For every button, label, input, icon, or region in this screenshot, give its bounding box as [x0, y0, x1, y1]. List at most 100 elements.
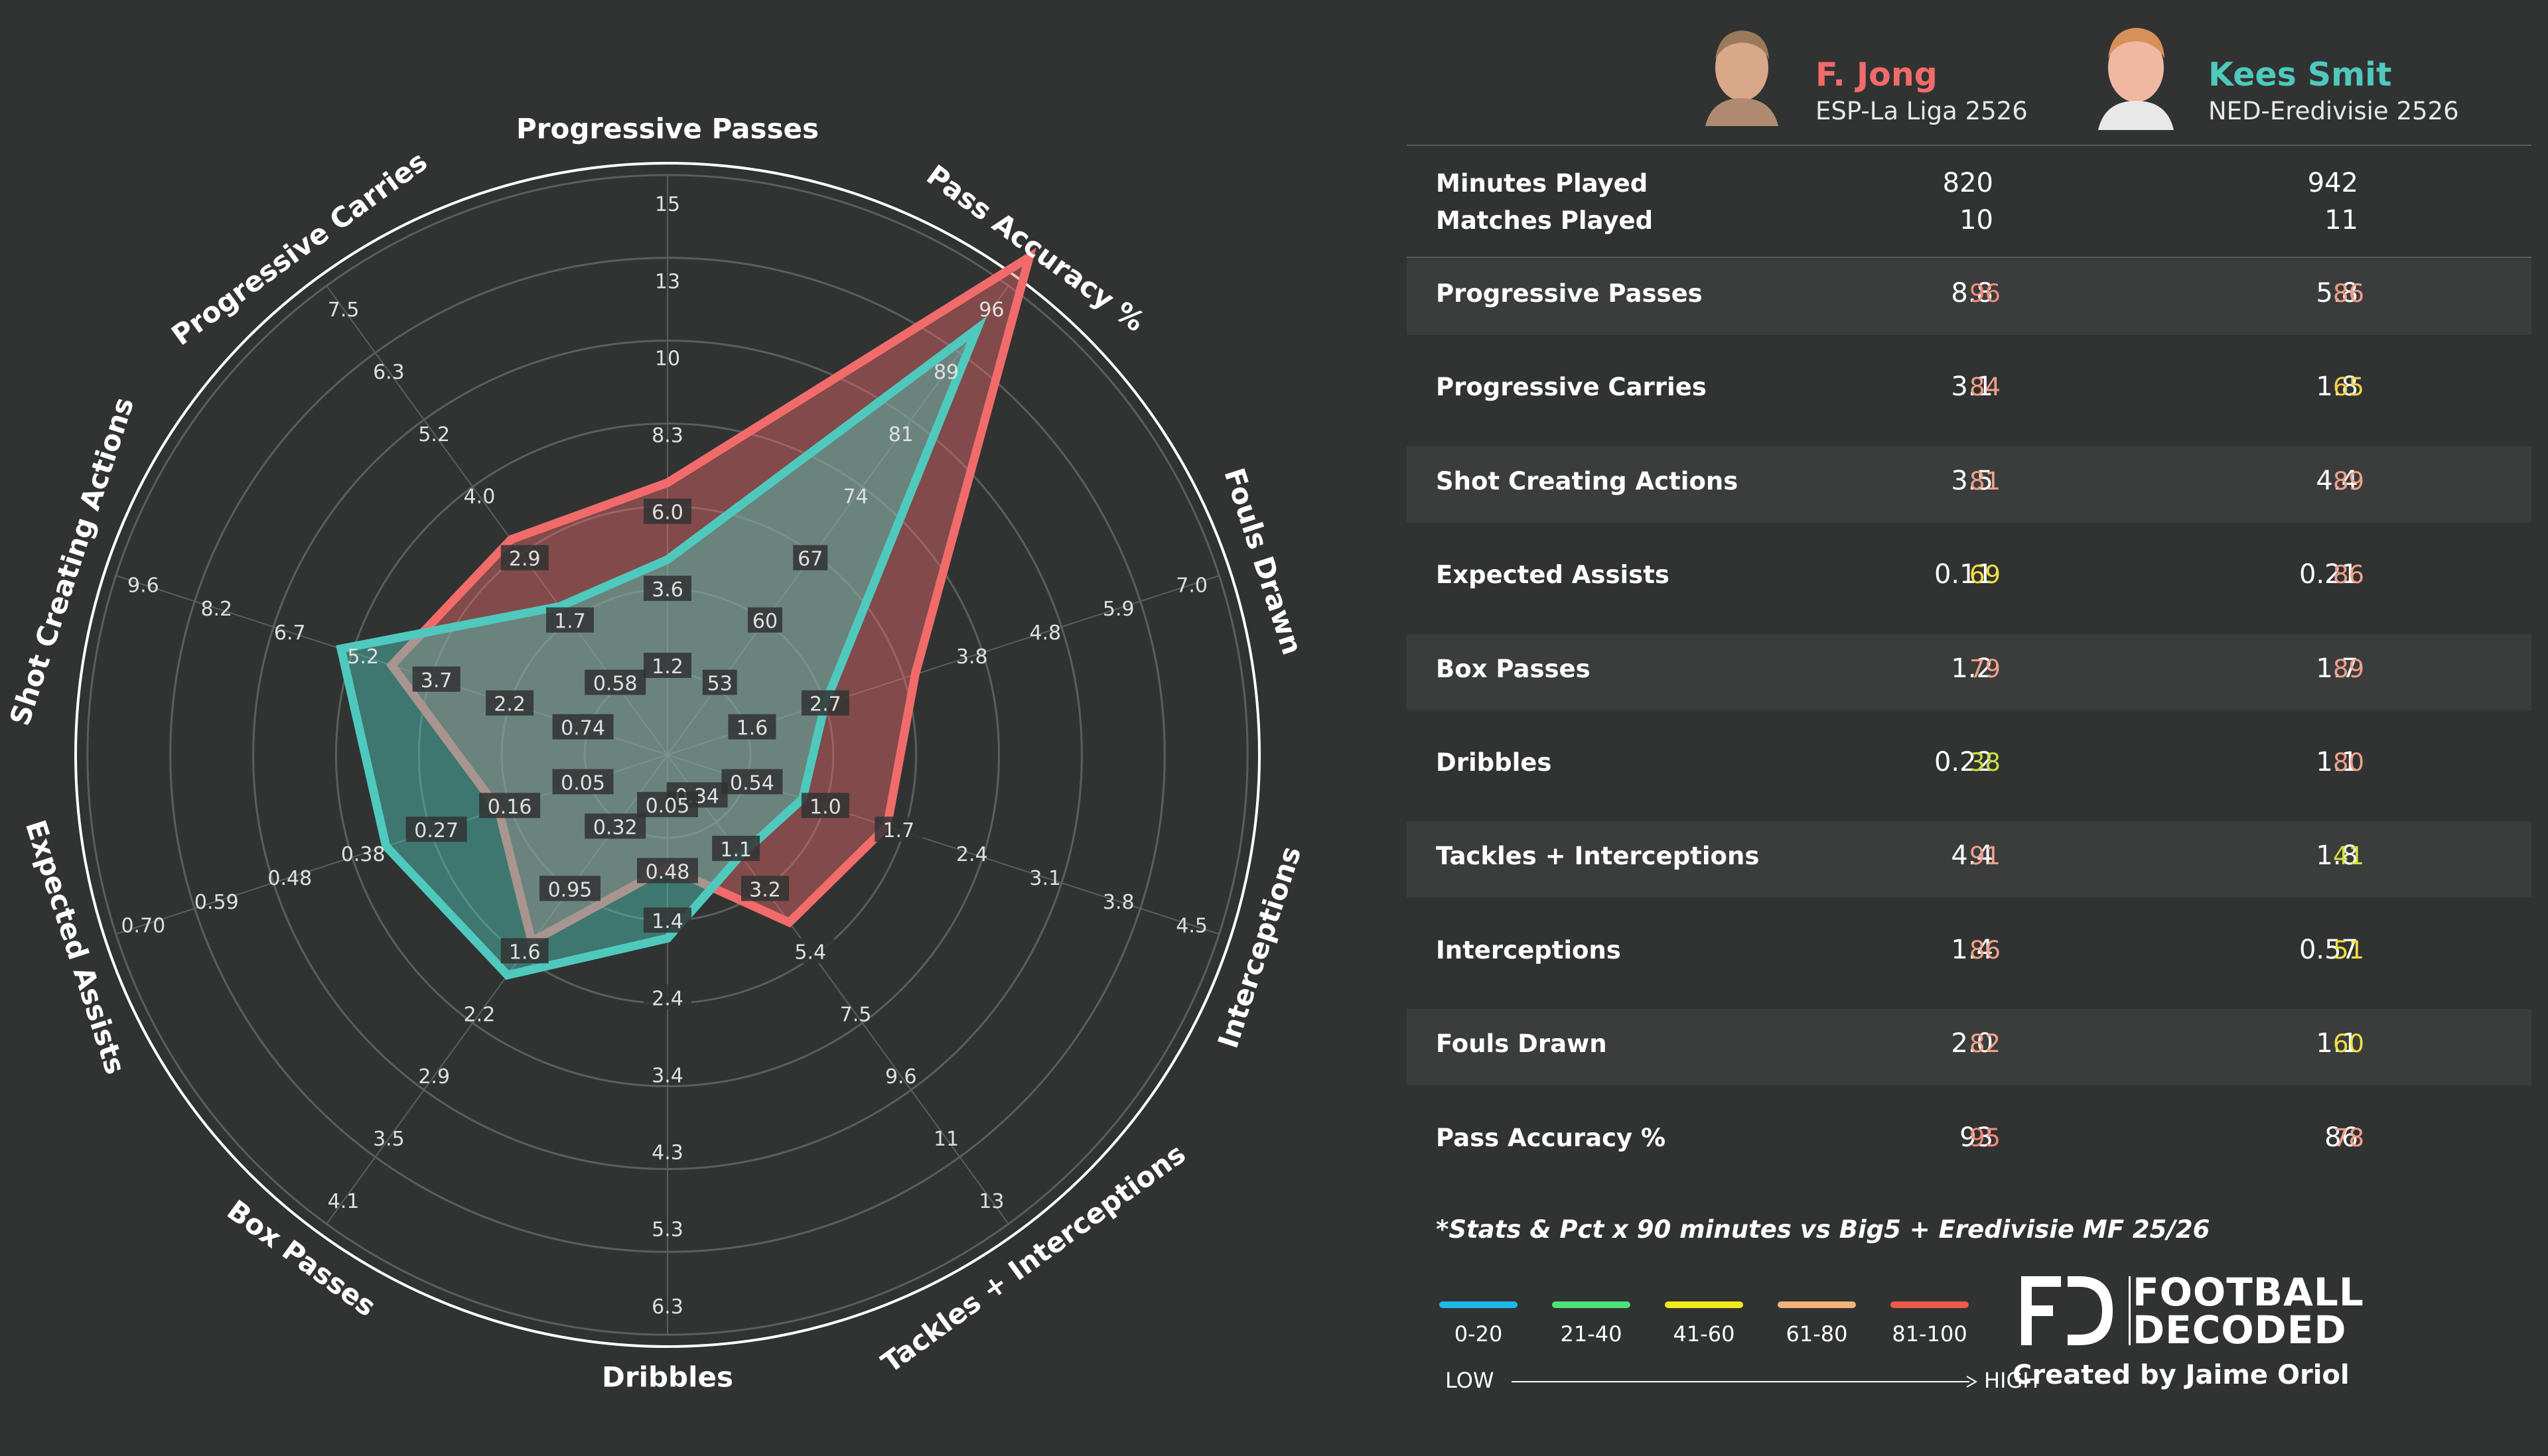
- player1-minutes: 820: [1942, 168, 1993, 198]
- stat-label: Tackles + Interceptions: [1436, 842, 1760, 871]
- player2-stat-value: 4.4: [2316, 465, 2358, 496]
- axis-label: Shot Creating Actions: [3, 393, 140, 730]
- tick-label-bg: [748, 607, 783, 633]
- tick-label: 7.0: [1176, 574, 1208, 597]
- tick-label: 81: [888, 423, 914, 446]
- tick-label: 5.2: [418, 423, 450, 446]
- tick-label: 2.7: [810, 693, 841, 716]
- tick-label: 5.9: [1103, 598, 1135, 621]
- player1-stat-percentile: 81: [1969, 466, 2001, 496]
- tick-label: 5.2: [347, 645, 379, 669]
- tick-label: 0.05: [646, 795, 690, 818]
- footnote: *Stats & Pct x 90 minutes vs Big5 + Ered…: [1436, 1215, 2210, 1244]
- player1-stat-percentile: 38: [1969, 748, 2001, 777]
- player1-photo: [1705, 31, 1778, 126]
- logo-divider: [2129, 1276, 2131, 1345]
- radar-spoke: [667, 754, 1009, 1224]
- player2-stat-percentile: 86: [2333, 561, 2365, 590]
- tick-label: 0.16: [488, 795, 532, 819]
- tick-label-bg: [552, 769, 614, 795]
- stat-row-bg: [1407, 821, 2531, 898]
- stat-label: Interceptions: [1436, 935, 1621, 964]
- tick-label: 5.4: [794, 941, 826, 964]
- legend-label: 81-100: [1892, 1321, 1967, 1347]
- legend-swatch: [1439, 1301, 1518, 1308]
- player1-stat-percentile: 69: [1969, 561, 2001, 590]
- tick-label-bg: [702, 669, 737, 695]
- tick-label: 7.5: [328, 298, 360, 322]
- tick-label: 10: [655, 347, 680, 370]
- tick-label-bg: [644, 907, 691, 933]
- player2-stat-percentile: 60: [2333, 1029, 2365, 1059]
- tick-label: 67: [798, 548, 823, 571]
- tick-label: 7.5: [840, 1003, 872, 1026]
- tick-label: 2.2: [464, 1003, 496, 1026]
- player1-stat-percentile: 91: [1969, 842, 2001, 871]
- tick-label-bg: [637, 858, 698, 884]
- player2-stat-percentile: 41: [2333, 842, 2365, 871]
- tick-label: 4.5: [1176, 915, 1208, 938]
- tick-label: 0.32: [593, 816, 638, 839]
- tick-label: 0.05: [561, 771, 605, 795]
- radar-chart: 1.2 3.6 6.0 8.3 10 13 15 Progressive Passes 53 60…: [3, 112, 1309, 1394]
- tick-label: 9.6: [127, 574, 159, 597]
- player2-stat-value: 0.21: [2299, 559, 2358, 590]
- legend-swatch: [1552, 1301, 1630, 1308]
- tick-label-bg: [741, 876, 790, 901]
- player1-stat-value: 4.4: [1951, 840, 1993, 872]
- player1-stat-percentile: 79: [1969, 654, 2001, 683]
- brand-line2: DECODED: [2133, 1307, 2347, 1353]
- stats-panel: F. Jong ESP-La Liga 2526 Kees Smit NED-E…: [1407, 0, 2535, 1456]
- basic-divider: [1407, 257, 2531, 258]
- axis-label: Dribbles: [602, 1361, 733, 1394]
- tick-label: 0.48: [267, 867, 312, 890]
- tick-label: 4.0: [464, 486, 496, 509]
- legend-label: 61-80: [1786, 1321, 1848, 1347]
- player2-stat-value: 1.8: [2316, 371, 2358, 403]
- scale-high: HIGH: [1984, 1368, 2039, 1393]
- outer-ring: [74, 162, 1261, 1348]
- stat-label: Shot Creating Actions: [1436, 466, 1738, 496]
- stat-label: Progressive Carries: [1436, 373, 1707, 402]
- tick-label: 6.0: [652, 501, 683, 525]
- tick-label: 8.2: [200, 598, 232, 621]
- legend-swatch: [1665, 1301, 1743, 1308]
- tick-label: 1.0: [810, 795, 841, 819]
- player1-stat-value: 0.11: [1934, 559, 1993, 590]
- tick-label: 0.38: [341, 843, 386, 866]
- tick-label: 2.4: [652, 987, 683, 1010]
- tick-label-bg: [801, 793, 849, 819]
- stat-row-bg: [1407, 446, 2531, 523]
- header-divider: [1407, 145, 2531, 146]
- tick-label: 0.48: [646, 860, 690, 884]
- tick-label: 1.7: [554, 610, 586, 633]
- player2-stat-value: 1.1: [2316, 1028, 2358, 1059]
- tick-label: 3.8: [956, 645, 988, 669]
- tick-label: 74: [843, 486, 868, 509]
- player2-stat-value: 1.8: [2316, 840, 2358, 872]
- tick-label: 0.58: [593, 673, 638, 696]
- tick-label: 60: [752, 610, 778, 633]
- tick-label-bg: [801, 690, 849, 716]
- tick-label: 0.27: [414, 819, 459, 842]
- tick-label-bg: [637, 791, 698, 817]
- player2-stat-value: 1.1: [2316, 747, 2358, 777]
- tick-label: 1.7: [883, 819, 914, 842]
- tick-label-bg: [712, 835, 760, 861]
- player2-stat-percentile: 89: [2333, 654, 2365, 683]
- tick-label: 3.7: [421, 669, 453, 693]
- tick-label-bg: [479, 793, 541, 819]
- scale-arrow: [1512, 1381, 1969, 1382]
- stat-row-bg: [1407, 259, 2531, 335]
- tick-label-bg: [539, 876, 601, 901]
- stat-label: Pass Accuracy %: [1436, 1123, 1666, 1152]
- tick-label: 3.8: [1103, 891, 1135, 914]
- legend-swatch: [1890, 1301, 1969, 1308]
- tick-label: 13: [979, 1190, 1004, 1213]
- tick-label: 0.95: [548, 878, 593, 901]
- player2-stat-value: 86: [2324, 1122, 2358, 1153]
- player2-photo: [2098, 28, 2174, 130]
- tick-label: 3.4: [652, 1064, 683, 1087]
- tick-label: 1.6: [737, 717, 768, 740]
- tick-label: 0.54: [730, 771, 774, 795]
